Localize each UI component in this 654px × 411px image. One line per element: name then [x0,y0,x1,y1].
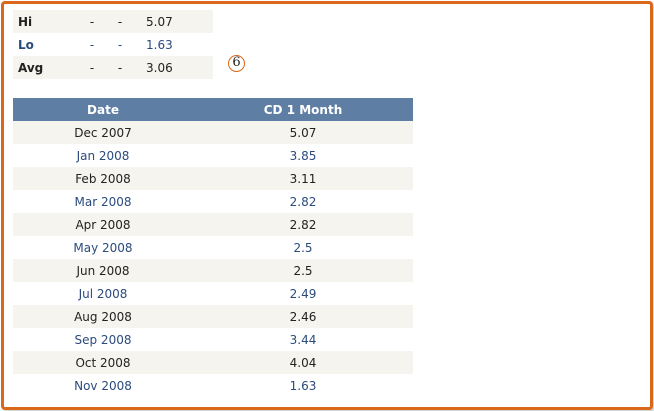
column-header-date[interactable]: Date [13,98,193,121]
date-cell: Apr 2008 [75,217,131,232]
value-cell: 2.82 [289,217,317,232]
table-row: Apr 2008 2.82 [13,213,413,236]
date-cell: Oct 2008 [75,355,131,370]
date-cell: Jan 2008 [76,148,130,163]
table-row: Jun 2008 2.5 [13,259,413,282]
stats-row-lo: Lo - - 1.63 [13,33,213,56]
value-cell: 3.11 [289,171,317,186]
value-cell: 5.07 [289,125,317,140]
date-cell: May 2008 [73,240,133,255]
value-cell: 4.04 [289,355,317,370]
table-header-row: Date CD 1 Month [13,98,413,121]
table-row: Jul 2008 2.49 [13,282,413,305]
value-cell: 2.5 [293,263,313,278]
table-row: Nov 2008 1.63 [13,374,413,397]
date-cell: Feb 2008 [75,171,131,186]
value-cell: 2.49 [289,286,317,301]
stats-value: 3.06 [146,60,173,75]
value-cell: 2.46 [289,309,317,324]
stats-dash: - [89,60,95,75]
table-row: Aug 2008 2.46 [13,305,413,328]
value-cell: 3.44 [289,332,317,347]
stats-label: Lo [18,37,34,52]
column-header-cd-1-month[interactable]: CD 1 Month [193,98,413,121]
stats-row-hi: Hi - - 5.07 [13,10,213,33]
rates-table: Date CD 1 Month Dec 2007 5.07 Jan 2008 3… [13,98,413,397]
stats-dash: - [117,60,123,75]
date-cell: Jul 2008 [78,286,128,301]
date-cell: Jun 2008 [76,263,130,278]
date-cell: Nov 2008 [74,378,132,393]
table-row: Sep 2008 3.44 [13,328,413,351]
stats-value: 5.07 [146,14,173,29]
table-row: Jan 2008 3.85 [13,144,413,167]
step-number-badge: 6 [228,55,245,72]
table-row: Mar 2008 2.82 [13,190,413,213]
stats-value: 1.63 [146,37,173,52]
date-cell: Mar 2008 [74,194,132,209]
stats-dash: - [89,37,95,52]
stats-row-avg: Avg - - 3.06 [13,56,213,79]
date-cell: Aug 2008 [74,309,132,324]
value-cell: 2.82 [289,194,317,209]
table-row: May 2008 2.5 [13,236,413,259]
date-cell: Dec 2007 [74,125,132,140]
stats-label: Hi [18,14,33,29]
table-row: Dec 2007 5.07 [13,121,413,144]
stats-label: Avg [18,60,44,75]
summary-stats-table: Hi - - 5.07 Lo - - 1.63 Avg - - 3.06 [13,10,213,79]
stats-dash: - [117,14,123,29]
value-cell: 1.63 [289,378,317,393]
value-cell: 2.5 [293,240,313,255]
stats-dash: - [117,37,123,52]
stats-dash: - [89,14,95,29]
table-row: Feb 2008 3.11 [13,167,413,190]
date-cell: Sep 2008 [74,332,132,347]
value-cell: 3.85 [289,148,317,163]
table-row: Oct 2008 4.04 [13,351,413,374]
